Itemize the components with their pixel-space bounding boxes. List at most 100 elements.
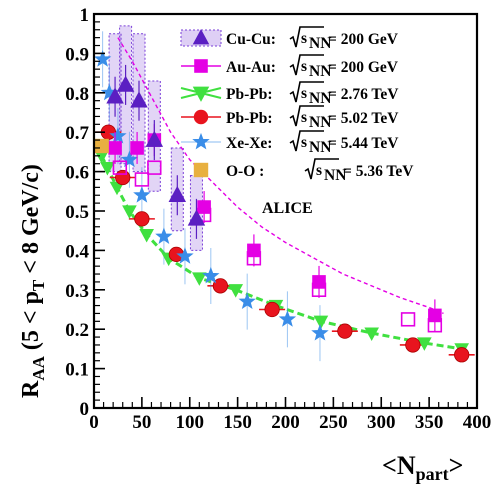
x-axis-title-main: <N — [382, 451, 416, 480]
xe-xe-point — [133, 186, 151, 203]
legend-sqrt-s: s — [301, 134, 307, 151]
legend-energy: = 200 GeV — [328, 31, 399, 48]
legend-marker — [193, 162, 209, 178]
cu-cu-point — [130, 91, 148, 108]
series-lines-layer — [95, 31, 475, 362]
xe-xe-point — [202, 266, 220, 284]
pb-pb-276-point — [139, 228, 154, 243]
legend-marker — [194, 59, 208, 73]
legend-marker — [192, 86, 210, 102]
pb-pb-276-point — [417, 337, 432, 351]
pb-pb-276-point — [122, 205, 137, 219]
x-tick-label: 200 — [271, 412, 300, 433]
legend-sqrt-sub: NN — [309, 35, 331, 52]
x-tick-label: 250 — [319, 412, 348, 433]
cu-cu-point — [168, 185, 187, 203]
y-axis-title-end: < 8 GeV/c) — [18, 164, 44, 280]
x-axis-title: <Npart> — [382, 451, 463, 484]
au-au-open-point — [134, 172, 150, 187]
pb-pb-502-point — [454, 347, 470, 363]
y-axis-title-main: R — [18, 380, 44, 398]
legend-energy: = 200 GeV — [328, 59, 399, 76]
y-tick-label: 0.4 — [65, 241, 89, 262]
au-au-point — [197, 200, 211, 214]
cu-cu-point — [187, 209, 206, 226]
legend-energy: = 5.02 TeV — [328, 110, 399, 127]
au-au-point — [428, 308, 442, 323]
legend-sqrt-sign — [304, 158, 339, 180]
y-axis-title-sub2: T — [29, 279, 48, 291]
annotation-alice: ALICE — [262, 200, 313, 217]
o-o-point — [94, 138, 109, 154]
xe-xe-point — [155, 227, 173, 245]
legend-label: Pb-Pb: — [226, 86, 273, 103]
y-axis-title-sub1: AA — [29, 355, 48, 380]
cu-cu-point — [116, 75, 135, 92]
legend-sqrt-sub: NN — [309, 139, 331, 156]
xe-xe-point — [109, 126, 127, 144]
xe-xe-point — [278, 310, 297, 327]
axis-ticks: 0 50 100 150 200 250 300 350 400 0 0.1 0.2 0.3 0.4 0.5… — [65, 5, 491, 433]
y-axis-title: RAA (5 < pT < 8 GeV/c) — [18, 164, 48, 398]
legend-energy: = 2.76 TeV — [328, 86, 399, 103]
au-au-open-point — [112, 160, 128, 175]
xe-xe-point — [238, 292, 256, 310]
au-au-systematic-curve — [117, 37, 444, 315]
legend-label: Cu-Cu: — [226, 31, 276, 48]
y-tick-label: 1 — [80, 5, 90, 26]
pb-pb-502-point — [405, 337, 421, 353]
au-au-open-point — [147, 160, 162, 175]
xe-xe-point — [311, 323, 329, 341]
x-tick-label: 50 — [132, 412, 151, 433]
y-tick-label: 0.3 — [65, 281, 89, 302]
legend-marker — [193, 109, 209, 125]
au-au-point — [130, 141, 144, 155]
legend-label: Pb-Pb: — [226, 110, 273, 127]
pb-pb-502-point — [134, 211, 150, 227]
legend-sqrt-sub: NN — [309, 90, 331, 107]
y-tick-label: 0.2 — [65, 320, 89, 341]
pb-pb-276-point — [364, 327, 379, 341]
x-tick-label: 300 — [367, 412, 396, 433]
y-tick-label: 0 — [80, 399, 90, 420]
x-tick-label: 100 — [176, 412, 205, 433]
au-au-point — [247, 243, 261, 258]
legend-label: Au-Au: — [226, 59, 276, 76]
pb-pb-276-point — [313, 315, 329, 330]
pb-pb-276-point — [192, 272, 207, 286]
xe-xe-point — [176, 247, 194, 264]
y-tick-label: 0.5 — [65, 202, 89, 223]
legend-sqrt-sign — [289, 105, 324, 127]
legend-sqrt-s: s — [301, 30, 307, 47]
y-axis-title-mid: (5 < p — [18, 291, 44, 356]
legend-sqrt-sub: NN — [309, 63, 331, 80]
legend-sqrt-s: s — [301, 109, 307, 126]
y-tick-label: 0.8 — [65, 84, 89, 105]
legend-sqrt-s: s — [301, 58, 307, 75]
legend-sqrt-sign — [289, 54, 324, 76]
pb-pb-502-point — [337, 323, 353, 339]
legend-sqrt-sign — [289, 81, 324, 103]
legend-sqrt-s: s — [316, 162, 322, 179]
x-axis-title-close: > — [449, 451, 464, 480]
legend-sqrt-sign — [289, 26, 324, 48]
data-points-layer — [93, 50, 470, 363]
cu-cu-point — [106, 87, 124, 104]
au-au-point — [312, 275, 326, 289]
pb-pb-502-point — [264, 301, 280, 318]
pb-pb-502-point — [212, 278, 229, 294]
legend-marker — [192, 29, 210, 45]
legend-energy: = 5.44 TeV — [328, 135, 399, 152]
y-tick-label: 0.1 — [65, 360, 89, 381]
x-tick-label: 350 — [415, 412, 444, 433]
cu-cu-point — [145, 130, 164, 147]
legend-sqrt-sign — [289, 130, 324, 152]
pb-pb-276-point — [228, 284, 244, 298]
legend-label: Xe-Xe: — [226, 135, 272, 152]
legend-sqrt-s: s — [301, 85, 307, 102]
x-tick-label: 0 — [89, 412, 99, 433]
xe-xe-point — [120, 150, 139, 168]
x-tick-label: 400 — [463, 412, 492, 433]
